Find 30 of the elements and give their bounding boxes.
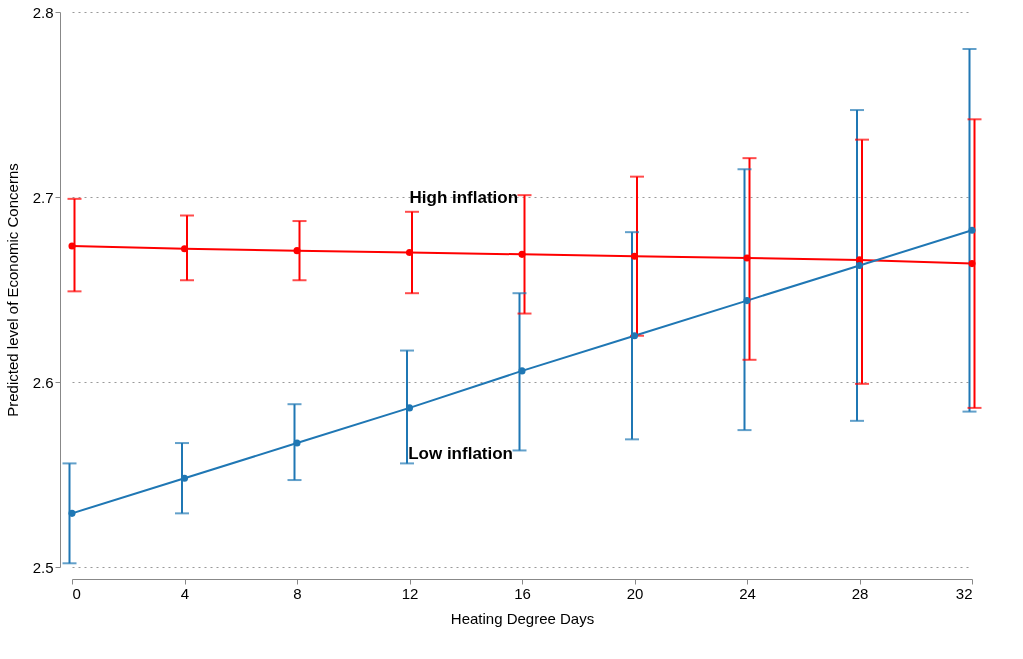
y-tick-label: 2.5 [32, 558, 54, 576]
x-tick-label: 20 [626, 584, 644, 602]
point [293, 439, 301, 447]
point [968, 260, 976, 268]
point [180, 474, 189, 482]
point [855, 261, 864, 269]
y-tick-label: 2.7 [32, 188, 54, 206]
x-tick-label: 12 [401, 584, 419, 602]
x-tick-label: 16 [514, 584, 531, 602]
x-tick-label: 0 [72, 584, 81, 602]
x-tick-label: 4 [180, 584, 190, 602]
point [518, 250, 526, 258]
x-tick-label: 8 [293, 584, 302, 602]
point [68, 242, 76, 250]
point [968, 226, 976, 234]
text: High inflation [409, 187, 519, 207]
point [68, 509, 76, 517]
y-axis-title: Predicted level of Economic Concerns [3, 163, 21, 417]
series-label: Low inflation [408, 444, 513, 464]
y-tick-label: 2.6 [32, 373, 54, 391]
point [518, 367, 526, 375]
x-tick-label: 28 [851, 584, 869, 602]
point [743, 254, 751, 262]
point [293, 247, 301, 255]
x-tick-label: 24 [739, 584, 756, 602]
point [743, 297, 751, 305]
x-axis-title: Heating Degree Days [450, 609, 595, 627]
point [630, 332, 639, 340]
x-tick-label: 32 [955, 584, 973, 602]
y-tick-label: 2.8 [32, 3, 54, 21]
